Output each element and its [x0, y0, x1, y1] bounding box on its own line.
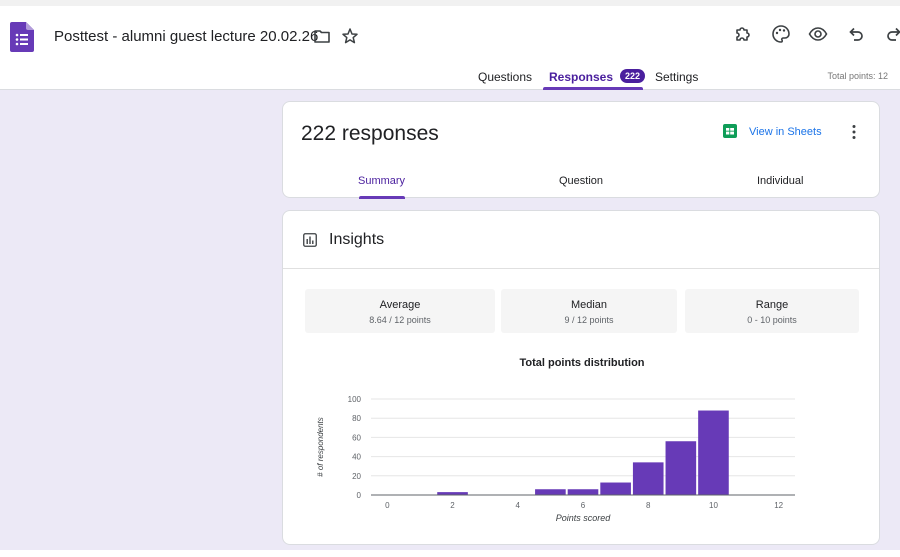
stat-median-value: 9 / 12 points [564, 315, 614, 325]
tab-responses[interactable]: Responses 222 [543, 60, 646, 90]
subtab-active-indicator [359, 196, 405, 199]
tab-settings-label: Settings [655, 70, 699, 84]
stat-range-label: Range [755, 299, 789, 311]
chart-y-tick-label: 80 [352, 414, 361, 423]
chart-x-tick-label: 4 [516, 501, 521, 510]
chart-gridlines [371, 398, 795, 477]
form-title[interactable]: Posttest - alumni guest lecture 20.02.26 [54, 28, 319, 45]
subtab-individual[interactable]: Individual [757, 175, 804, 187]
chart-bar [535, 489, 566, 495]
app-header: Posttest - alumni guest lecture 20.02.26… [0, 0, 900, 90]
chart-bar [437, 492, 468, 495]
tab-active-indicator [543, 87, 643, 90]
responses-card: 222 responses View in Sheets Summary Que… [282, 101, 880, 199]
chart-y-tick-label: 100 [348, 395, 362, 404]
chart-x-ticks: 0 2 4 6 8 10 12 [385, 501, 784, 510]
subtab-summary[interactable]: Summary [358, 175, 406, 187]
insights-card: Insights Average 8.64 / 12 points Median… [282, 210, 880, 545]
tab-questions-label: Questions [478, 70, 533, 84]
chart-x-tick-label: 2 [450, 501, 455, 510]
chart-y-tick-label: 0 [357, 491, 362, 500]
google-forms-icon[interactable] [10, 22, 34, 52]
responses-count-badge: 222 [620, 69, 646, 83]
eye-icon[interactable] [808, 24, 828, 44]
puzzle-icon[interactable] [733, 24, 753, 44]
stat-range-value: 0 - 10 points [747, 315, 797, 325]
insights-title: Insights [329, 231, 385, 248]
bar-chart-icon [303, 233, 317, 247]
tab-questions[interactable]: Questions [478, 60, 532, 90]
stat-average-label: Average [379, 299, 421, 311]
chart-y-tick-label: 40 [352, 453, 361, 462]
responses-count-heading: 222 responses [301, 122, 439, 145]
chart-x-tick-label: 8 [646, 501, 651, 510]
palette-icon[interactable] [771, 24, 791, 44]
stat-median: Median 9 / 12 points [501, 289, 677, 333]
chart-bar [567, 489, 599, 495]
total-points: Total points: 12 [827, 71, 888, 81]
chart-y-tick-label: 20 [352, 472, 361, 481]
chart-x-tick-label: 12 [774, 501, 783, 510]
chart-x-tick-label: 6 [581, 501, 586, 510]
chart-bar [665, 441, 697, 495]
subtab-question[interactable]: Question [559, 175, 604, 187]
google-sheets-icon[interactable] [723, 124, 737, 138]
chart-bar [698, 410, 729, 495]
stat-median-label: Median [570, 299, 608, 311]
tab-settings[interactable]: Settings [655, 60, 698, 90]
chart-x-axis-label: Points scored [556, 513, 612, 523]
stat-average: Average 8.64 / 12 points [305, 289, 495, 333]
chart-bar [632, 462, 664, 495]
chart-bar [600, 482, 631, 495]
chart-x-tick-label: 10 [709, 501, 718, 510]
view-in-sheets-link[interactable]: View in Sheets [749, 126, 822, 138]
insights-header: Insights [283, 211, 879, 269]
chart-x-tick-label: 0 [385, 501, 390, 510]
star-icon[interactable] [341, 27, 359, 45]
folder-icon[interactable] [313, 27, 331, 45]
stat-range: Range 0 - 10 points [685, 289, 859, 333]
browser-strip [0, 0, 900, 6]
chart-y-axis-label: # of respondents [316, 417, 325, 477]
redo-icon[interactable] [884, 24, 900, 44]
chart-bars [437, 410, 729, 495]
page-bottom-edge [0, 550, 900, 557]
chart-y-ticks: 0 20 40 60 80 100 [348, 395, 362, 500]
chart-y-tick-label: 60 [352, 433, 361, 442]
undo-icon[interactable] [846, 24, 866, 44]
stat-average-value: 8.64 / 12 points [369, 315, 431, 325]
chart-title: Total points distribution [519, 357, 644, 369]
more-vert-icon[interactable] [851, 124, 857, 140]
tab-responses-label: Responses [549, 70, 614, 84]
